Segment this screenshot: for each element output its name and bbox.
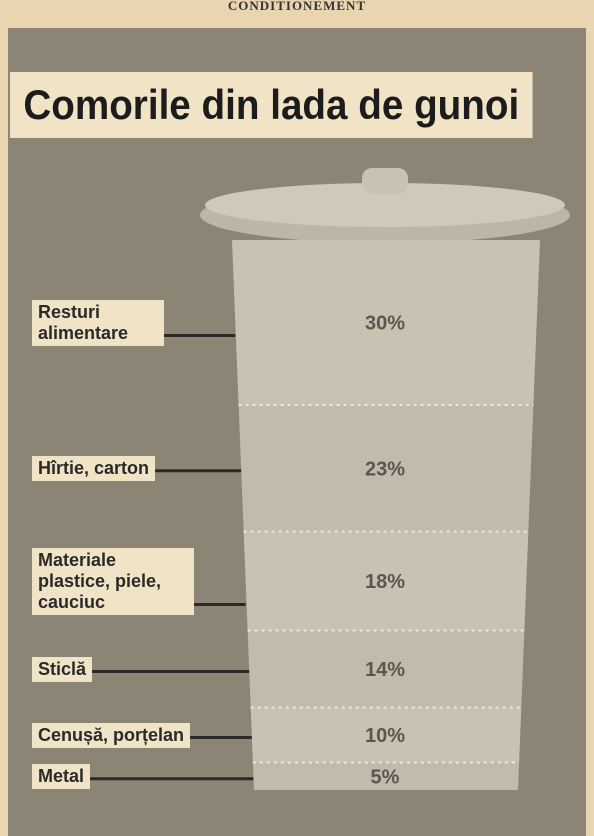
page-header: CONDITIONEMENT bbox=[0, 0, 594, 12]
value-label: 30% bbox=[365, 313, 405, 335]
category-label: Metal bbox=[32, 764, 90, 789]
value-label: 5% bbox=[371, 766, 400, 788]
chart-title: Comorile din lada de gunoi bbox=[10, 72, 533, 138]
bin: 30% 23% 18% 14% 10% 5% bbox=[232, 240, 540, 790]
category-label: Sticlă bbox=[32, 657, 92, 682]
value-label: 18% bbox=[365, 571, 405, 593]
value-label: 23% bbox=[365, 458, 405, 480]
value-label: 14% bbox=[365, 659, 405, 681]
page: 30% 23% 18% 14% 10% 5% CONDITIONEMENT Comoril… bbox=[0, 0, 594, 836]
category-label: Materiale plastice, piele, cauciuc bbox=[32, 548, 194, 615]
category-label: Resturi alimentare bbox=[32, 300, 164, 346]
value-label: 10% bbox=[365, 725, 405, 747]
category-label: Hîrtie, carton bbox=[32, 456, 155, 481]
bin-knob bbox=[362, 168, 408, 194]
category-label: Cenușă, porțelan bbox=[32, 723, 190, 748]
